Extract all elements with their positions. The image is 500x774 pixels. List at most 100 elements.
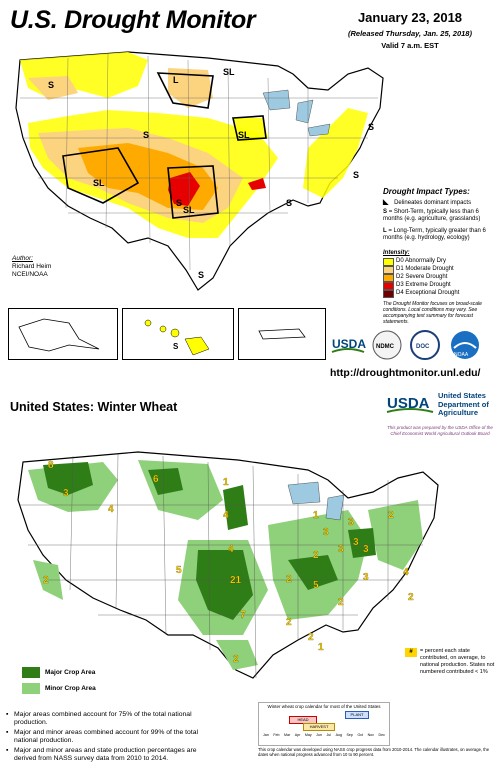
calendar-plant-bar: PLANT [345, 711, 369, 719]
state-percent: 1 [318, 642, 324, 653]
state-percent: 3 [323, 527, 329, 538]
impact-label: S [176, 198, 182, 208]
impact-label: SL [223, 67, 235, 77]
author-label: Author: [12, 255, 33, 262]
major-crop-label: Major Crop Area [45, 669, 96, 676]
state-percent: 2 [388, 510, 394, 521]
minor-crop-swatch [22, 683, 40, 694]
impact-label: SL [93, 178, 105, 188]
calendar-note: This crop calendar was developed using N… [258, 747, 490, 757]
svg-text:USDA: USDA [387, 395, 430, 412]
impact-label: S [48, 80, 54, 90]
state-percent: 5 [176, 565, 182, 576]
state-percent: 2 [233, 654, 239, 665]
noaa-logo: NOAA [450, 330, 480, 365]
state-percent: 5 [313, 580, 319, 591]
puerto-rico-inset [238, 308, 326, 360]
d1-swatch [383, 266, 394, 274]
impact-label: SL [238, 130, 250, 140]
state-percent: 8 [48, 460, 54, 471]
svg-text:NDMC: NDMC [376, 344, 395, 350]
state-percent: 2 [286, 617, 292, 628]
state-percent: 2 [308, 632, 314, 643]
state-percent: 2 [313, 550, 319, 561]
state-percent: 3 [363, 544, 369, 555]
drought-valid: Valid 7 a.m. EST [381, 41, 439, 50]
impact-long-term: L = Long-Term, typically greater than 6 … [383, 228, 486, 241]
drought-url[interactable]: http://droughtmonitor.unl.edu/ [330, 367, 481, 379]
intensity-title: Intensity: [383, 250, 410, 256]
bullet-major: Major areas combined account for 75% of … [6, 711, 214, 727]
percent-note: = percent each state contributed, on ave… [420, 648, 495, 675]
ndmc-logo: NDMC [372, 330, 402, 365]
author-person: Richard Heim [12, 263, 52, 270]
drought-note: The Drought Monitor focuses on broad-sca… [383, 301, 482, 325]
svg-text:USDA: USDA [332, 337, 366, 351]
drought-monitor-title: U.S. Drought Monitor [10, 6, 256, 34]
state-percent: 3 [348, 517, 354, 528]
state-percent: 2 [338, 597, 344, 608]
drought-date: January 23, 2018 [357, 10, 463, 25]
impact-label: S [368, 122, 374, 132]
d3-label: D3 Extreme Drought [396, 282, 451, 288]
d3-swatch [383, 282, 394, 290]
state-percent: 4 [223, 510, 229, 521]
impact-label: SL [183, 205, 195, 215]
d1-label: D1 Moderate Drought [396, 266, 454, 272]
percent-note-icon: # [405, 648, 417, 657]
state-percent: 4 [403, 567, 409, 578]
d2-label: D2 Severe Drought [396, 274, 448, 280]
d2-swatch [383, 274, 394, 282]
state-percent: 1 [313, 510, 319, 521]
calendar-title: Winter wheat crop calendar for most of t… [267, 704, 381, 709]
d0-label: D0 Abnormally Dry [396, 258, 447, 264]
winter-wheat-map: 8 3 6 4 2 4 5 21 7 4 2 2 3 3 3 4 2 2 3 2… [17, 451, 439, 679]
crop-calendar: Winter wheat crop calendar for most of t… [258, 702, 390, 746]
author-org: NCEI/NOAA [12, 271, 48, 278]
svg-text:NOAA: NOAA [454, 352, 469, 358]
svg-text:DOC: DOC [416, 344, 430, 350]
state-percent: 6 [153, 474, 159, 485]
alaska-inset [8, 308, 118, 360]
hawaii-inset: S [122, 308, 234, 360]
state-percent: 3 [353, 537, 359, 548]
impact-short-term: S = Short-Term, typically less than 6 mo… [383, 209, 481, 222]
impact-label: S [173, 342, 179, 351]
doc-logo: DOC [410, 330, 440, 365]
state-percent: 21 [230, 575, 242, 586]
state-percent: 7 [240, 610, 246, 621]
impact-labels: S L SL SL SL S SL S S S S S [48, 67, 374, 280]
state-percent-labels: 8 3 6 4 2 4 5 21 7 4 2 2 3 3 3 4 2 2 3 2… [43, 460, 414, 665]
major-crop-swatch [22, 667, 40, 678]
winter-wheat-title: United States: Winter Wheat [10, 400, 178, 414]
impact-label: S [198, 270, 204, 280]
state-percent: 2 [43, 575, 49, 586]
d4-swatch [383, 290, 394, 298]
impact-label: S [143, 130, 149, 140]
state-percent: 3 [338, 544, 344, 555]
state-percent: 2 [286, 574, 292, 585]
drought-released: (Released Thursday, Jan. 25, 2018) [348, 29, 472, 38]
state-percent: 4 [108, 504, 114, 515]
usda-dept-name: United States Department of Agriculture [438, 391, 489, 417]
calendar-months: Jan Feb Mar Apr May Jun Jul Aug Sep Oct Nov Dec [263, 733, 385, 737]
d0-swatch [383, 258, 394, 266]
bullet-combined: Major and minor areas combined account f… [6, 729, 214, 745]
state-percent: 3 [363, 572, 369, 583]
prepared-by: This product was prepared by the USDA Of… [387, 425, 493, 436]
state-percent: 4 [228, 544, 234, 555]
impact-types-title: Drought Impact Types: [383, 187, 470, 196]
impact-label: L [173, 75, 179, 85]
d4-label: D4 Exceptional Drought [396, 290, 460, 296]
usda-wheat-logo: USDA [385, 390, 435, 425]
calendar-harvest-bar: HARVEST [303, 723, 335, 731]
drought-map: S L SL SL SL S SL S S S S S [15, 51, 384, 291]
impact-delineates: ◣ Delineates dominant impacts [383, 199, 472, 206]
impact-label: S [286, 198, 292, 208]
minor-crop-label: Minor Crop Area [45, 685, 96, 692]
state-percent: 3 [63, 488, 69, 499]
bullet-source: Major and minor areas and state producti… [6, 747, 214, 763]
state-percent: 1 [223, 477, 229, 488]
impact-label: S [353, 170, 359, 180]
state-percent: 2 [408, 592, 414, 603]
